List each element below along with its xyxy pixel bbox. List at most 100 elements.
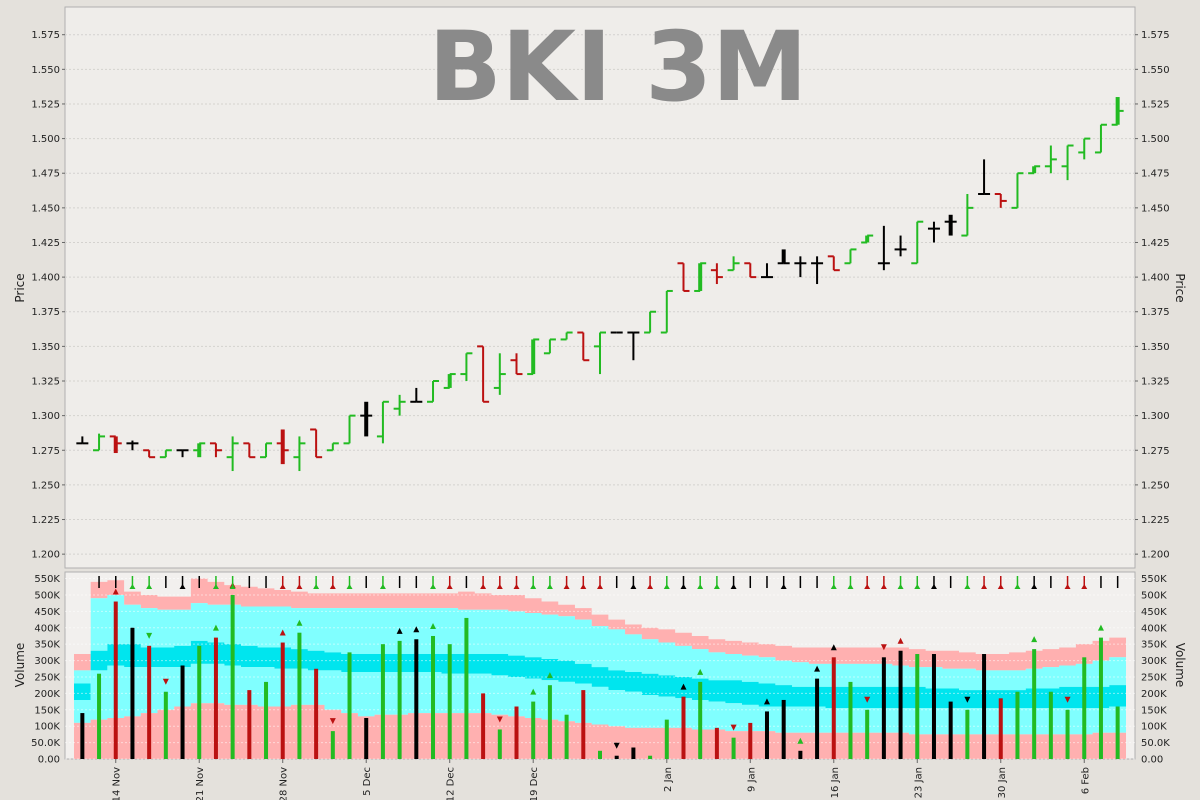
volume-bar (848, 681, 853, 759)
volume-bar (414, 639, 419, 759)
date-tick-label: 5 Dec (362, 767, 373, 796)
signal-mark (981, 576, 988, 589)
volume-tick-label: 350K (1141, 640, 1167, 651)
ohlc-bar (126, 440, 139, 451)
signal-mark (914, 576, 921, 589)
signal-mark (146, 576, 153, 589)
volume-tick-label: 450K (1141, 607, 1167, 618)
ohlc-bar (427, 380, 440, 403)
volume-bar (1015, 691, 1020, 759)
signal-arrow (1081, 584, 1088, 589)
signal-mark (830, 576, 837, 589)
signal-arrow (930, 584, 937, 589)
volume-bar (280, 642, 285, 759)
volume-bar (581, 690, 586, 759)
ohlc-bar (260, 442, 273, 459)
volume-series (80, 594, 1120, 759)
ohlc-bar (1078, 137, 1091, 160)
volume-bar (948, 701, 953, 759)
price-tick-label: 1.275 (31, 446, 60, 457)
volume-marker (830, 644, 837, 651)
ohlc-bar (1111, 97, 1124, 126)
volume-bar (681, 696, 686, 759)
signal-arrow (530, 584, 537, 589)
signal-row (98, 576, 1119, 589)
volume-bar (163, 691, 168, 759)
volume-marker (146, 632, 153, 639)
volume-bar (698, 681, 703, 759)
signal-arrow (212, 584, 219, 589)
ohlc-bar (961, 194, 974, 237)
volume-bar (1048, 691, 1053, 759)
volume-bar (97, 673, 102, 759)
ohlc-bar (744, 262, 757, 279)
volume-marker (814, 665, 821, 672)
volume-marker (864, 696, 871, 703)
volume-bar (431, 635, 436, 759)
ohlc-bar (660, 289, 673, 334)
signal-mark (1014, 576, 1021, 589)
signal-mark (513, 576, 520, 589)
date-tick-label: 12 Dec (446, 767, 457, 800)
signal-arrow (997, 584, 1004, 589)
signal-arrow (630, 584, 637, 589)
price-axis-left: 1.200 1.225 1.250 1.275 1.300 1.325 1.350 1.375… (31, 30, 65, 561)
volume-marker (496, 716, 503, 723)
signal-arrow (880, 584, 887, 589)
volume-marker (763, 698, 770, 705)
volume-tick-label: 500K (1141, 590, 1167, 601)
price-tick-label: 1.250 (1141, 480, 1170, 491)
ohlc-bar (376, 400, 389, 444)
volume-bar (748, 722, 753, 759)
signal-mark (597, 576, 603, 589)
signal-arrow (914, 584, 921, 589)
ohlc-bar (343, 414, 356, 445)
price-tick-label: 1.300 (31, 411, 60, 422)
signal-arrow (379, 584, 386, 589)
volume-bar (648, 755, 653, 759)
volume-tick-label: 250K (34, 672, 60, 683)
ohlc-bar (710, 263, 723, 285)
ohlc-bar (326, 442, 339, 452)
signal-mark (864, 576, 871, 589)
ohlc-bar (844, 248, 857, 265)
price-tick-label: 1.375 (31, 307, 60, 318)
signal-arrow (981, 584, 988, 589)
price-tick-label: 1.400 (31, 273, 60, 284)
volume-band-lower (74, 703, 1126, 759)
volume-band-mid-upper (74, 594, 1126, 691)
volume-bar (931, 654, 936, 759)
volume-marker (396, 627, 403, 634)
price-tick-label: 1.475 (31, 169, 60, 180)
volume-tick-label: 250K (1141, 672, 1167, 683)
volume-axis-title-right: Volume (1173, 643, 1187, 688)
ohlc-bar (159, 449, 172, 459)
volume-bar (731, 737, 736, 759)
price-tick-label: 1.350 (31, 342, 60, 353)
volume-bar (364, 717, 369, 759)
signal-arrow (964, 584, 971, 589)
date-tick-label: 30 Jan (997, 767, 1008, 798)
signal-mark (346, 576, 353, 589)
volume-bar (865, 709, 870, 759)
volume-bar (714, 727, 719, 759)
ohlc-bar (644, 310, 657, 334)
signal-arrow (780, 584, 787, 589)
price-axis-title-left: Price (13, 273, 27, 302)
volume-bar (314, 668, 319, 759)
date-tick-label: 9 Jan (746, 767, 757, 792)
ohlc-bar (911, 220, 924, 265)
ohlc-bar (861, 234, 874, 244)
signal-mark (546, 576, 553, 589)
volume-bar (397, 640, 402, 759)
price-axis-title-right: Price (1173, 273, 1187, 302)
volume-tick-label: 150K (34, 705, 60, 716)
ohlc-bar (176, 449, 189, 458)
volume-marker (964, 696, 971, 703)
volume-tick-label: 0.00 (1141, 755, 1163, 766)
volume-marker (212, 624, 219, 631)
volume-bar (514, 706, 519, 759)
signal-mark (847, 576, 854, 589)
signal-mark (663, 576, 670, 589)
